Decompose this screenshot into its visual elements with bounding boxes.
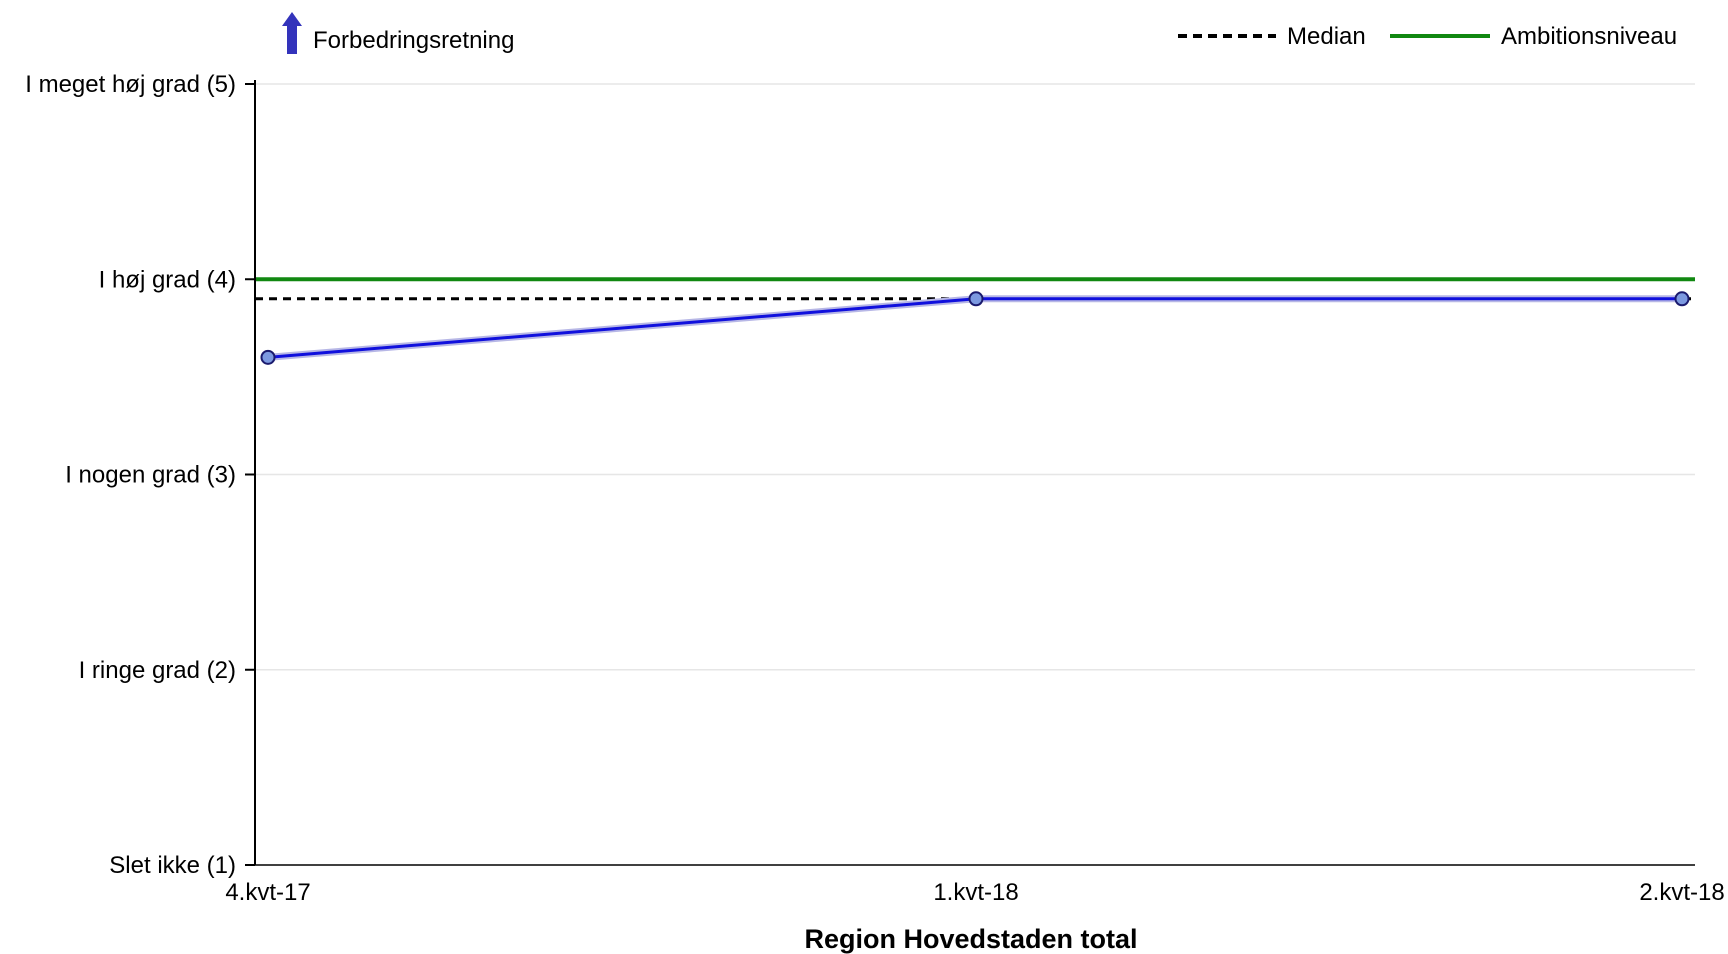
y-tick-label: Slet ikke (1) [109,852,236,879]
series-line-halo [267,295,1682,361]
data-point [968,291,984,307]
x-tick-label: 1.kvt-18 [933,879,1018,906]
legend-ambition-label: Ambitionsniveau [1501,23,1677,50]
y-tick-label: I meget høj grad (5) [25,71,236,98]
legend-median-label: Median [1287,23,1366,50]
series-line [267,297,1682,359]
series-layer [260,291,1690,365]
x-tick-label: 2.kvt-18 [1639,879,1724,906]
improvement-direction: Forbedringsretning [282,12,514,54]
data-point [260,349,276,365]
y-axis-ticks: I meget høj grad (5) I høj grad (4) I noge… [25,71,255,879]
arrow-up-icon [282,12,302,54]
y-tick-label: I høj grad (4) [99,266,236,293]
x-tick-label: 4.kvt-17 [225,879,310,906]
x-axis-title: Region Hovedstaden total [804,924,1137,954]
gridlines [255,83,1695,671]
data-point [1674,291,1690,307]
legend: Median Ambitionsniveau [1178,23,1677,50]
y-tick-label: I nogen grad (3) [65,462,236,489]
improvement-direction-label: Forbedringsretning [313,27,514,54]
x-axis-ticks: 4.kvt-17 1.kvt-18 2.kvt-18 [225,879,1724,906]
y-tick-label: I ringe grad (2) [79,657,236,684]
